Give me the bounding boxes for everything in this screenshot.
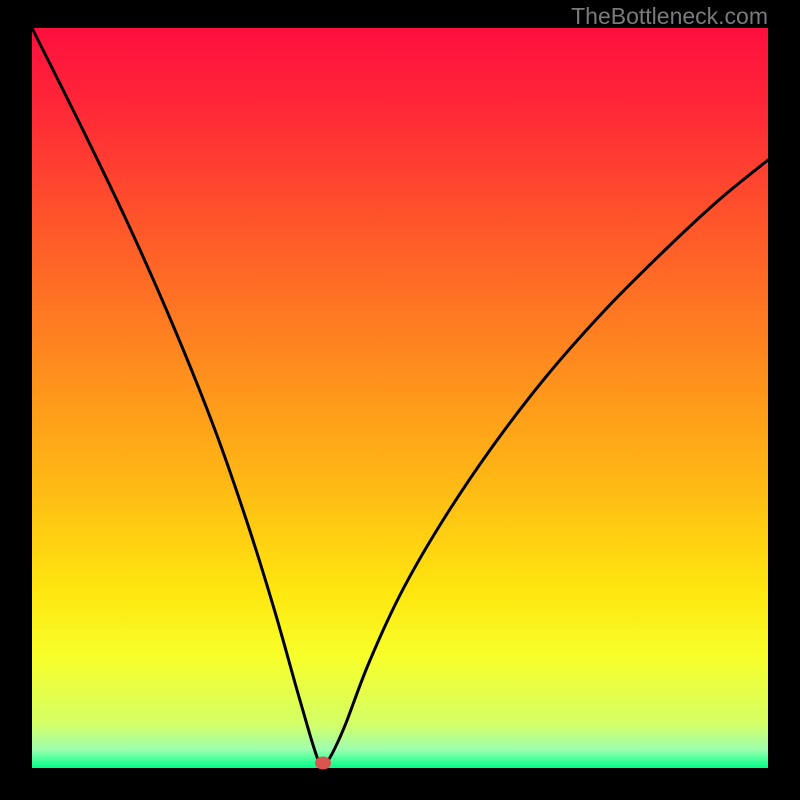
chart-stage: TheBottleneck.com: [0, 0, 800, 800]
gradient-background: [32, 28, 768, 768]
watermark-text: TheBottleneck.com: [571, 3, 768, 30]
